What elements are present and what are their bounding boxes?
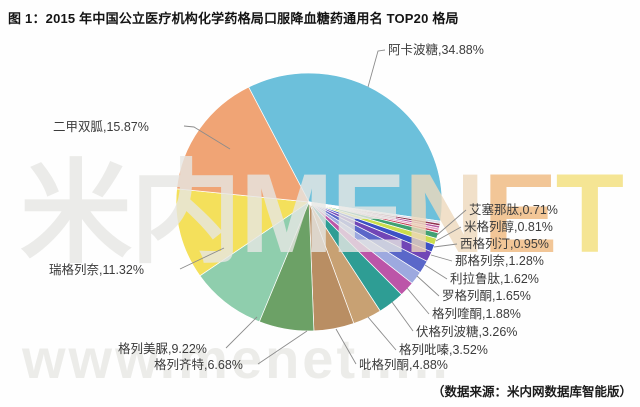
slice-label: 艾塞那肽,0.71% [469, 202, 558, 217]
pie-slices [175, 72, 443, 332]
slice-label: 罗格列酮,1.65% [442, 288, 531, 303]
slice-label: 伏格列波糖,3.26% [416, 324, 517, 339]
slice-label: 格列美脲,9.22% [118, 341, 207, 356]
pie-slice-二甲双胍 [176, 86, 310, 203]
leader-line [183, 125, 231, 150]
leader-line [335, 328, 357, 365]
slice-label: 格列喹酮,1.88% [432, 306, 521, 321]
leader-line [179, 247, 225, 270]
leader-line [367, 316, 397, 351]
leader-line [424, 264, 448, 280]
slice-label: 格列齐特,6.68% [154, 357, 243, 372]
leader-line [225, 316, 258, 349]
pie-slice-阿卡波糖 [248, 72, 443, 222]
watermark: 米内MENET www.menet..... [20, 151, 626, 390]
leader-line [406, 287, 430, 315]
slice-label: 西格列汀,0.95% [460, 236, 549, 251]
source-note: （数据来源：米内网数据库智能版） [431, 385, 632, 399]
pie-slice-格列美脲 [199, 201, 310, 323]
leader-line [430, 254, 453, 262]
leader-line [436, 209, 467, 236]
slice-label: 吡格列酮,4.88% [359, 357, 448, 372]
leader-line [367, 49, 386, 88]
slice-label: 米格列醇,0.81% [464, 219, 553, 234]
slice-label: 瑞格列奈,11.32% [49, 262, 144, 277]
leader-lines [179, 49, 467, 365]
watermark-url-text: www.menet..... [21, 327, 451, 390]
slice-labels: 阿卡波糖,34.88% 艾塞那肽,0.71% 米格列醇,0.81% 西格列汀,0.95… [49, 42, 558, 372]
leader-line [433, 243, 458, 248]
pie-slice-瑞格列奈 [175, 188, 310, 277]
slice-label: 那格列奈,1.28% [455, 253, 544, 268]
watermark-logo-text: 米内MENET [20, 151, 624, 276]
leader-line [257, 330, 308, 365]
slice-label: 二甲双胍,15.87% [53, 119, 149, 134]
leader-line [391, 301, 414, 332]
slice-label: 利拉鲁肽,1.62% [450, 271, 539, 286]
slice-label: 格列吡嗪,3.52% [399, 342, 488, 357]
figure-title: 图 1：2015 年中国公立医疗机构化学药格局口服降血糖药通用名 TOP20 格… [8, 11, 459, 26]
leader-line [435, 226, 462, 242]
leader-line [416, 275, 440, 297]
slice-label: 阿卡波糖,34.88% [388, 42, 484, 57]
